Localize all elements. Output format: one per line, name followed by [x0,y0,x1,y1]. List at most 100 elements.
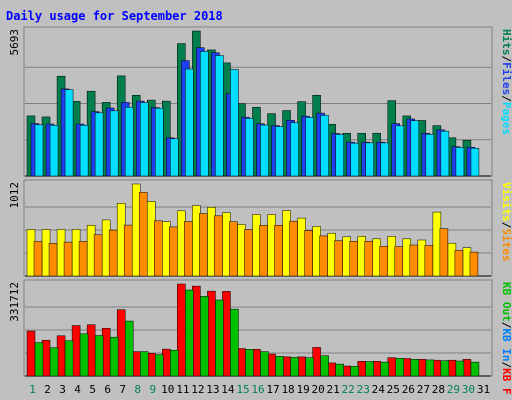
day-label-4: 4 [74,383,81,396]
series-pages [34,51,480,177]
bar-pages-day-16 [260,124,269,177]
bar-pages-day-29 [455,147,465,177]
legend-kb-f: KB F [500,368,512,395]
legend-separator: / [500,95,512,102]
day-label-15: 15 [236,383,249,396]
bar-sites-day-16 [259,225,268,277]
bar-kb-out-day-25 [395,357,405,377]
bar-pages-day-23 [365,142,374,177]
day-label-29: 29 [447,383,460,396]
bar-kb-out-day-30 [470,361,480,377]
bar-kb-out-day-5 [94,335,104,377]
bar-pages-day-2 [49,125,59,177]
day-label-7: 7 [119,383,126,396]
series-kb-out [34,289,480,377]
panel-axis-max-label: 1012 [8,182,21,209]
panel-axis-max-label: 331712 [8,282,21,322]
bar-pages-day-4 [79,125,89,177]
series-kb-f [26,283,472,377]
bar-sites-day-7 [123,224,133,277]
bar-sites-day-17 [274,225,283,277]
legend-kb-in: KB In [500,328,512,361]
bar-sites-day-22 [349,241,358,277]
series-visits [26,183,472,277]
day-label-16: 16 [251,383,264,396]
panel-legend-label: KB Out/KB In/KB F [500,282,512,395]
bar-kb-out-day-18 [290,357,299,377]
day-axis: 1 2 3 4 5 6 7 8 9 10 11 12 13 14 15 16 17 18 19 20 21 22 23 24 2… [29,383,490,396]
bar-sites-day-25 [394,246,404,277]
bar-sites-day-23 [364,241,373,277]
bar-sites-day-11 [184,221,193,277]
bar-sites-day-13 [214,215,223,277]
bar-pages-day-7 [124,106,134,177]
bar-kb-out-day-28 [440,360,450,377]
panel-axis-max-label: 5693 [8,29,21,56]
legend-separator: / [500,222,512,229]
bar-pages-day-8 [139,102,149,177]
bar-sites-day-19 [304,230,313,277]
bar-kb-out-day-8 [139,351,149,377]
bar-kb-out-day-27 [425,359,435,377]
day-label-26: 26 [402,383,415,396]
bar-pages-day-11 [185,68,194,177]
bar-sites-day-24 [379,246,388,277]
bar-kb-out-day-24 [380,361,389,377]
bar-kb-out-day-17 [275,356,284,377]
day-label-30: 30 [462,383,475,396]
legend-separator: / [500,322,512,329]
bar-pages-day-3 [64,89,74,177]
panel-pages-files-hits: 5693 Hits/Files/Pages [8,26,512,177]
bar-sites-day-6 [108,229,118,277]
bar-sites-day-14 [229,221,238,277]
bar-kb-out-day-10 [170,349,179,377]
legend-separator: / [500,56,512,63]
day-label-3: 3 [59,383,66,396]
day-label-1: 1 [29,383,36,396]
day-label-9: 9 [149,383,156,396]
bar-sites-day-30 [469,251,479,277]
bar-pages-day-28 [440,130,450,177]
day-label-24: 24 [372,383,386,396]
day-label-14: 14 [221,383,235,396]
bar-sites-day-8 [138,192,148,277]
bar-kb-out-day-13 [215,299,224,377]
bar-sites-day-15 [244,229,253,277]
legend-hits: Hits [500,29,512,56]
bar-kb-out-day-12 [200,296,209,377]
bar-kb-out-day-14 [230,308,239,377]
bar-sites-day-21 [334,240,343,277]
day-label-12: 12 [191,383,204,396]
bar-kb-out-day-22 [350,366,359,377]
legend-files: Files [500,62,512,95]
day-label-22: 22 [342,383,355,396]
bar-sites-day-27 [424,245,434,277]
bar-sites-day-3 [63,241,73,277]
day-label-8: 8 [134,383,141,396]
day-label-6: 6 [104,383,111,396]
bar-pages-day-27 [425,133,435,177]
day-label-18: 18 [281,383,294,396]
legend-sites: Sites [500,228,512,261]
bar-kb-out-day-16 [260,351,269,377]
day-label-27: 27 [417,383,430,396]
day-label-28: 28 [432,383,445,396]
bar-kb-out-day-19 [305,357,314,377]
bar-pages-day-13 [215,55,224,177]
bar-kb-out-day-7 [124,320,134,377]
bar-pages-day-17 [275,126,284,177]
bar-kb-out-day-20 [320,355,329,377]
bar-kb-out-day-4 [79,333,89,377]
day-label-13: 13 [206,383,219,396]
bar-pages-day-18 [290,122,299,177]
bar-sites-day-29 [454,250,464,277]
day-label-25: 25 [387,383,400,396]
day-label-5: 5 [89,383,96,396]
day-label-2: 2 [44,383,51,396]
bar-kb-out-day-9 [155,354,164,377]
bar-pages-day-25 [395,125,405,177]
bar-kb-out-day-3 [64,340,74,377]
bar-pages-day-24 [380,142,389,177]
